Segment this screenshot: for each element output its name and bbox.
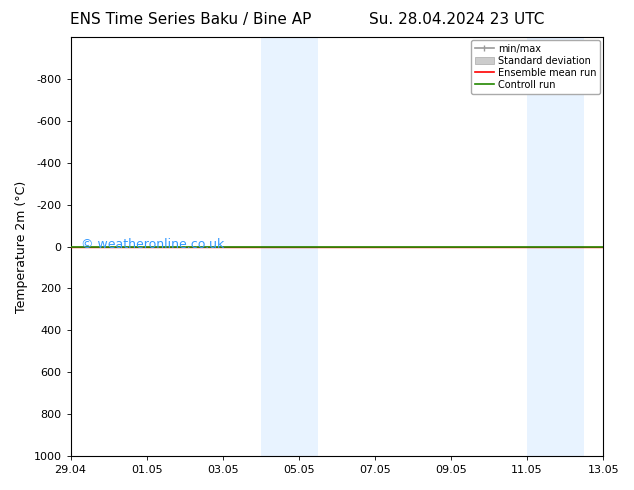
Bar: [261, 37, 318, 456]
Y-axis label: Temperature 2m (°C): Temperature 2m (°C): [15, 180, 28, 313]
Text: © weatheronline.co.uk: © weatheronline.co.uk: [81, 238, 224, 251]
Legend: min/max, Standard deviation, Ensemble mean run, Controll run: min/max, Standard deviation, Ensemble me…: [470, 40, 600, 94]
Text: ENS Time Series Baku / Bine AP: ENS Time Series Baku / Bine AP: [70, 12, 311, 27]
Text: Su. 28.04.2024 23 UTC: Su. 28.04.2024 23 UTC: [369, 12, 544, 27]
Bar: [527, 37, 584, 456]
